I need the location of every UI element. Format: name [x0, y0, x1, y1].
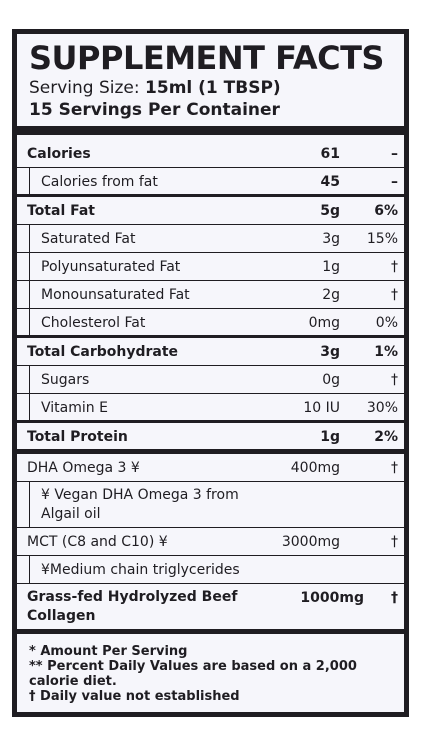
nutrient-label: Calories from fat [41, 174, 158, 190]
nutrient-label: Saturated Fat [41, 231, 136, 247]
indent-divider [29, 253, 30, 280]
nutrient-amount: 1000mg [300, 590, 364, 606]
nutrient-amount: 3000mg [281, 534, 340, 550]
nutrient-amount: 400mg [290, 460, 340, 476]
table-row: Calories 61 – [17, 140, 404, 168]
indent-divider [29, 482, 30, 527]
nutrient-label: Sugars [41, 372, 90, 388]
nutrient-note: ¥Medium chain triglycerides [41, 562, 240, 578]
table-row: Total Protein 1g 2% [17, 423, 404, 454]
nutrient-amount: 1g [322, 259, 340, 275]
nutrient-amount: 1g [320, 429, 340, 445]
table-row: Vitamin E 10 IU 30% [17, 394, 404, 423]
table-row: ¥ Vegan DHA Omega 3 from Algail oil [17, 482, 404, 528]
nutrient-daily-value: † [391, 534, 398, 550]
table-row: DHA Omega 3 ¥ 400mg † [17, 454, 404, 482]
nutrient-label: MCT (C8 and C10) ¥ [27, 534, 168, 550]
nutrient-daily-value: † [391, 590, 398, 606]
nutrient-amount: 5g [320, 203, 340, 219]
nutrient-daily-value: – [391, 174, 398, 190]
table-row: ¥Medium chain triglycerides [17, 556, 404, 584]
nutrient-label: Vitamin E [41, 400, 108, 416]
nutrient-daily-value: 6% [374, 203, 398, 219]
note-line-2: Algail oil [41, 506, 101, 522]
indent-divider [29, 556, 30, 583]
footnotes: * Amount Per Serving ** Percent Daily Va… [29, 644, 399, 704]
nutrient-daily-value: 30% [366, 400, 398, 416]
panel-title: SUPPLEMENT FACTS [29, 39, 384, 77]
nutrient-table: Calories 61 – Calories from fat 45 – Tot… [17, 140, 404, 634]
nutrient-amount: 0mg [308, 315, 340, 331]
nutrient-daily-value: 1% [374, 344, 398, 360]
note-line-1: ¥ Vegan DHA Omega 3 from [41, 487, 239, 503]
table-row: Total Fat 5g 6% [17, 197, 404, 225]
nutrient-daily-value: † [391, 287, 398, 303]
nutrient-daily-value: 2% [374, 429, 398, 445]
nutrient-amount: 45 [320, 174, 340, 190]
nutrient-daily-value: † [391, 372, 398, 388]
indent-divider [29, 366, 30, 393]
nutrient-daily-value: † [391, 259, 398, 275]
nutrient-amount: 2g [322, 287, 340, 303]
table-row: Cholesterol Fat 0mg 0% [17, 309, 404, 338]
nutrient-daily-value: † [391, 460, 398, 476]
nutrient-label: Cholesterol Fat [41, 315, 146, 331]
table-row: Saturated Fat 3g 15% [17, 225, 404, 253]
serving-size-label: Serving Size: [29, 78, 146, 98]
indent-divider [29, 309, 30, 335]
indent-divider [29, 281, 30, 308]
nutrient-daily-value: – [391, 146, 398, 162]
nutrient-label: Grass-fed Hydrolyzed Beef Collagen [27, 588, 237, 626]
table-row: Sugars 0g † [17, 366, 404, 394]
nutrient-label: Polyunsaturated Fat [41, 259, 181, 275]
table-row: MCT (C8 and C10) ¥ 3000mg † [17, 528, 404, 556]
nutrient-amount: 3g [320, 344, 340, 360]
nutrient-note: ¥ Vegan DHA Omega 3 from Algail oil [41, 486, 239, 524]
nutrient-label: DHA Omega 3 ¥ [27, 460, 140, 476]
label-line-2: Collagen [27, 608, 96, 624]
thick-divider [17, 126, 404, 135]
serving-size: Serving Size: 15ml (1 TBSP) [29, 78, 281, 98]
nutrient-amount: 0g [322, 372, 340, 388]
table-row: Calories from fat 45 – [17, 168, 404, 197]
footnote-daily-value-not-established: † Daily value not established [29, 689, 240, 704]
nutrient-daily-value: 15% [366, 231, 398, 247]
nutrient-label: Total Carbohydrate [27, 344, 179, 360]
nutrient-amount: 3g [322, 231, 340, 247]
indent-divider [29, 394, 30, 420]
footnote-calorie-diet: calorie diet. [29, 674, 117, 689]
footnote-percent-daily-values: ** Percent Daily Values are based on a 2… [29, 659, 357, 674]
nutrient-amount: 61 [320, 146, 340, 162]
serving-size-value: 15ml (1 TBSP) [145, 78, 281, 98]
table-row: Total Carbohydrate 3g 1% [17, 338, 404, 366]
supplement-facts-panel: SUPPLEMENT FACTS Serving Size: 15ml (1 T… [12, 29, 409, 717]
table-row: Grass-fed Hydrolyzed Beef Collagen 1000mg… [17, 584, 404, 634]
nutrient-amount: 10 IU [303, 400, 340, 416]
indent-divider [29, 168, 30, 194]
table-row: Monounsaturated Fat 2g † [17, 281, 404, 309]
nutrient-label: Monounsaturated Fat [41, 287, 190, 303]
label-line-1: Grass-fed Hydrolyzed Beef [27, 589, 238, 605]
table-row: Polyunsaturated Fat 1g † [17, 253, 404, 281]
indent-divider [29, 225, 30, 252]
servings-per-container: 15 Servings Per Container [29, 100, 280, 120]
nutrient-label: Total Fat [27, 203, 96, 219]
nutrient-daily-value: 0% [375, 315, 398, 331]
footnote-amount-per-serving: * Amount Per Serving [29, 644, 188, 659]
nutrient-label: Calories [27, 146, 91, 162]
nutrient-label: Total Protein [27, 429, 128, 445]
